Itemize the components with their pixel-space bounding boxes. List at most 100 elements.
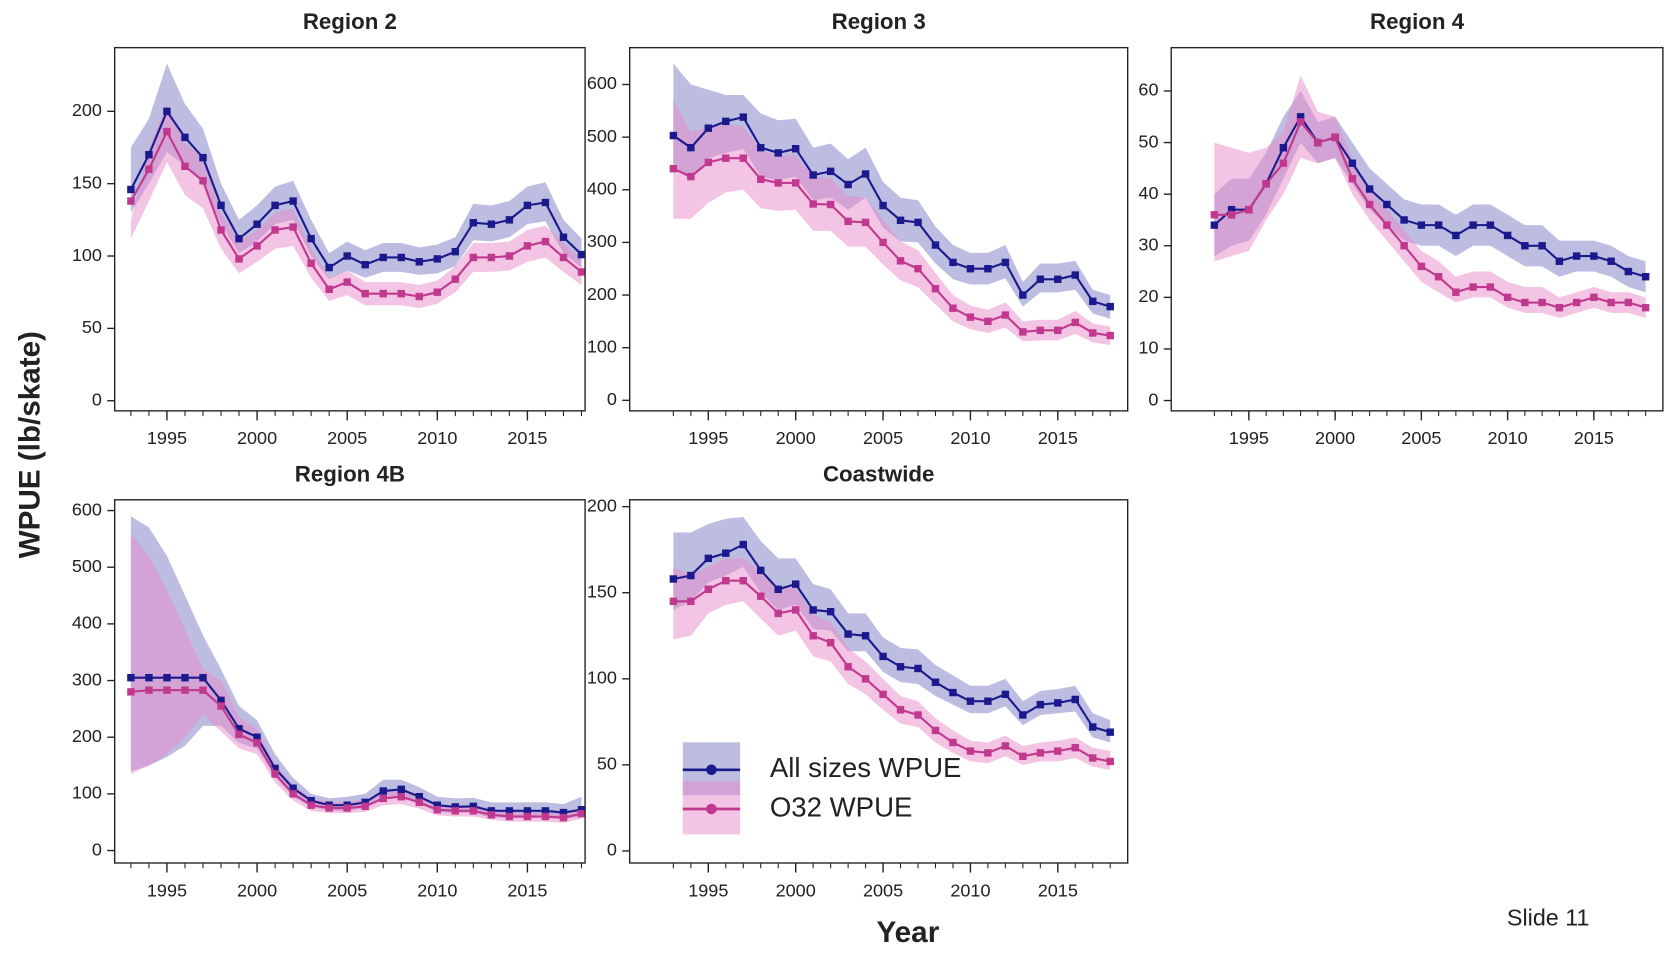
data-point xyxy=(844,630,852,638)
x-tick-label: 2015 xyxy=(507,880,547,900)
legend-marker xyxy=(706,803,717,815)
data-point xyxy=(1001,742,1010,750)
y-tick-label: 30 xyxy=(1138,235,1158,255)
data-point xyxy=(826,167,835,176)
y-tick-label: 200 xyxy=(587,495,617,515)
data-point xyxy=(1262,180,1270,188)
data-point xyxy=(271,770,279,778)
data-point xyxy=(1572,252,1581,260)
data-point xyxy=(687,143,695,152)
y-tick-label: 500 xyxy=(72,556,102,576)
data-point xyxy=(253,739,261,747)
data-point xyxy=(127,197,135,205)
data-point xyxy=(307,801,315,809)
x-tick-label: 2000 xyxy=(237,428,277,448)
x-tick-label: 2010 xyxy=(417,880,457,900)
data-point xyxy=(343,252,351,260)
data-point xyxy=(1227,205,1236,214)
confidence-band xyxy=(130,104,582,309)
y-tick-label: 0 xyxy=(1148,389,1158,409)
data-point xyxy=(774,179,782,187)
y-tick-label: 600 xyxy=(72,499,102,519)
data-point xyxy=(791,606,800,614)
data-point xyxy=(1590,252,1598,260)
data-point xyxy=(966,697,975,705)
data-point xyxy=(791,580,800,588)
data-point xyxy=(1607,257,1615,265)
data-point xyxy=(199,686,207,694)
panel-frame xyxy=(113,46,586,412)
data-point xyxy=(879,690,887,699)
y-tick-label: 50 xyxy=(82,317,102,337)
data-point xyxy=(1365,200,1374,209)
data-point xyxy=(559,233,568,241)
data-point xyxy=(1590,293,1598,302)
data-point xyxy=(791,179,800,187)
data-point xyxy=(1348,159,1357,167)
data-point xyxy=(1296,118,1305,126)
data-point xyxy=(325,804,333,812)
data-point xyxy=(722,117,730,126)
data-point xyxy=(1452,231,1460,240)
data-point xyxy=(1400,216,1408,224)
data-point xyxy=(505,807,514,815)
confidence-band xyxy=(1214,75,1646,318)
data-point xyxy=(1417,221,1426,229)
slide-number: Slide 11 xyxy=(1507,904,1590,930)
data-point xyxy=(1089,329,1097,337)
data-point xyxy=(949,304,957,312)
data-point xyxy=(379,253,387,262)
data-point xyxy=(397,792,405,801)
data-point xyxy=(1486,221,1495,229)
data-point xyxy=(1019,291,1027,299)
y-tick-label: 100 xyxy=(72,783,102,803)
data-point xyxy=(1089,754,1097,762)
y-tick-label: 400 xyxy=(72,613,102,633)
data-point xyxy=(505,252,514,260)
data-point xyxy=(523,807,532,815)
data-point xyxy=(949,738,957,747)
data-point xyxy=(1434,221,1443,229)
data-point xyxy=(127,688,135,696)
y-tick-label: 100 xyxy=(587,668,617,688)
data-point xyxy=(1434,273,1443,281)
data-point xyxy=(1210,211,1219,219)
data-point xyxy=(559,808,568,817)
data-point xyxy=(687,597,695,606)
data-point xyxy=(1296,113,1305,121)
data-point xyxy=(559,253,568,262)
data-point xyxy=(809,606,817,614)
data-point xyxy=(235,725,243,733)
data-point xyxy=(451,803,460,811)
confidence-band xyxy=(130,63,582,280)
data-point xyxy=(757,143,765,152)
x-tick-label: 2005 xyxy=(863,428,903,448)
data-point xyxy=(343,804,351,812)
data-point xyxy=(1001,690,1010,699)
data-point xyxy=(739,576,747,585)
confidence-band xyxy=(673,63,1111,319)
data-point xyxy=(361,798,369,807)
data-point xyxy=(181,133,189,142)
panel-frame xyxy=(628,46,1129,412)
data-point xyxy=(289,197,297,205)
data-point xyxy=(1001,258,1010,267)
y-tick-label: 100 xyxy=(587,336,617,356)
data-point xyxy=(523,242,532,250)
data-point xyxy=(687,172,695,181)
y-tick-label: 0 xyxy=(92,390,102,410)
data-point xyxy=(914,265,922,273)
y-tick-label: 400 xyxy=(587,179,617,199)
data-point xyxy=(541,807,550,815)
data-point xyxy=(199,674,207,682)
data-point xyxy=(469,802,478,811)
data-point xyxy=(1348,174,1357,183)
data-point xyxy=(199,153,207,162)
data-point xyxy=(379,794,387,803)
data-point xyxy=(1486,283,1495,291)
data-point xyxy=(791,145,800,153)
panel-title: Region 4 xyxy=(1370,9,1465,34)
data-point xyxy=(861,218,870,227)
confidence-band xyxy=(673,558,1111,771)
